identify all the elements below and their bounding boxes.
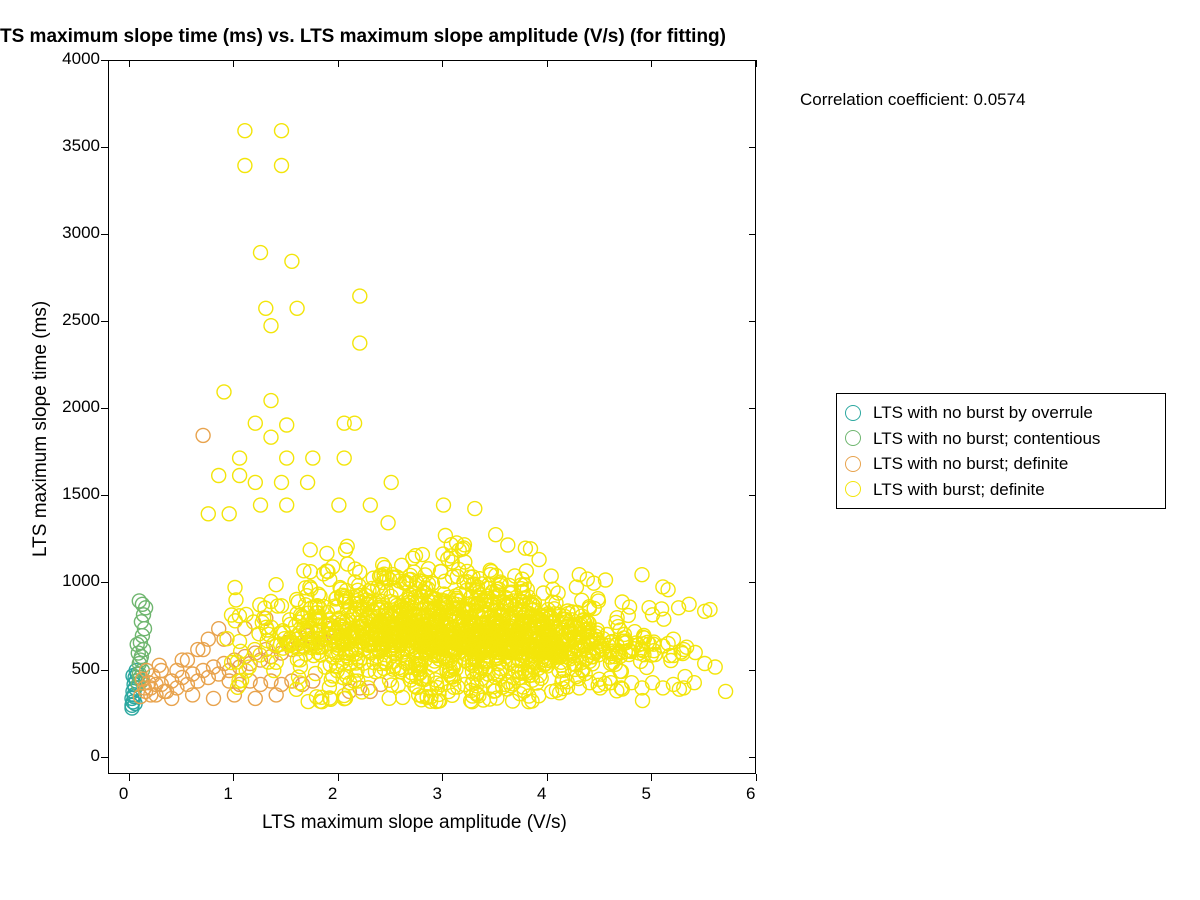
x-tick-label: 0 [119, 784, 128, 804]
x-tick-mark-top [233, 60, 234, 67]
x-tick-mark-top [651, 60, 652, 67]
x-tick-label: 2 [328, 784, 337, 804]
y-tick-mark [101, 321, 108, 322]
x-tick-mark [756, 774, 757, 781]
plot-area [108, 60, 756, 774]
y-tick-label: 3000 [40, 223, 100, 243]
y-tick-mark-right [749, 757, 756, 758]
y-tick-mark-right [749, 495, 756, 496]
y-tick-mark [101, 495, 108, 496]
legend-marker-icon [845, 405, 861, 421]
correlation-annotation: Correlation coefficient: 0.0574 [800, 90, 1026, 110]
x-tick-label: 1 [223, 784, 232, 804]
x-tick-label: 3 [432, 784, 441, 804]
chart-title: TS maximum slope time (ms) vs. LTS maxim… [0, 26, 726, 48]
legend-label: LTS with burst; definite [873, 477, 1045, 503]
x-tick-mark-top [756, 60, 757, 67]
y-tick-label: 0 [40, 746, 100, 766]
x-tick-label: 4 [537, 784, 546, 804]
y-tick-label: 1000 [40, 571, 100, 591]
y-axis-label: LTS maximum slope time (ms) [30, 301, 52, 557]
x-tick-label: 6 [746, 784, 755, 804]
x-tick-mark [338, 774, 339, 781]
chart-root: TS maximum slope time (ms) vs. LTS maxim… [0, 0, 1200, 900]
legend-marker-icon [845, 456, 861, 472]
y-tick-mark-right [749, 408, 756, 409]
y-tick-mark [101, 408, 108, 409]
legend-item-overrule: LTS with no burst by overrule [845, 400, 1157, 426]
x-tick-mark-top [129, 60, 130, 67]
x-tick-mark [651, 774, 652, 781]
y-tick-mark-right [749, 670, 756, 671]
y-tick-mark [101, 670, 108, 671]
legend-item-contentious: LTS with no burst; contentious [845, 426, 1157, 452]
y-tick-mark [101, 60, 108, 61]
x-tick-mark-top [442, 60, 443, 67]
legend-label: LTS with no burst; definite [873, 451, 1068, 477]
x-tick-mark-top [547, 60, 548, 67]
legend-label: LTS with no burst by overrule [873, 400, 1093, 426]
x-tick-mark [233, 774, 234, 781]
x-tick-mark [129, 774, 130, 781]
legend-label: LTS with no burst; contentious [873, 426, 1100, 452]
y-tick-mark [101, 234, 108, 235]
scatter-points [109, 61, 757, 775]
legend-item-noburst_def: LTS with no burst; definite [845, 451, 1157, 477]
x-tick-mark [547, 774, 548, 781]
y-tick-mark-right [749, 147, 756, 148]
y-tick-label: 4000 [40, 49, 100, 69]
y-tick-mark-right [749, 582, 756, 583]
y-tick-mark [101, 582, 108, 583]
legend: LTS with no burst by overruleLTS with no… [836, 393, 1166, 509]
legend-marker-icon [845, 481, 861, 497]
y-tick-label: 3500 [40, 136, 100, 156]
y-tick-mark-right [749, 321, 756, 322]
legend-marker-icon [845, 430, 861, 446]
y-tick-mark [101, 757, 108, 758]
y-tick-mark [101, 147, 108, 148]
y-tick-mark-right [749, 60, 756, 61]
y-tick-label: 500 [40, 659, 100, 679]
x-axis-label: LTS maximum slope amplitude (V/s) [262, 812, 567, 834]
y-tick-mark-right [749, 234, 756, 235]
x-tick-mark-top [338, 60, 339, 67]
x-tick-label: 5 [641, 784, 650, 804]
legend-item-burst_def: LTS with burst; definite [845, 477, 1157, 503]
x-tick-mark [442, 774, 443, 781]
